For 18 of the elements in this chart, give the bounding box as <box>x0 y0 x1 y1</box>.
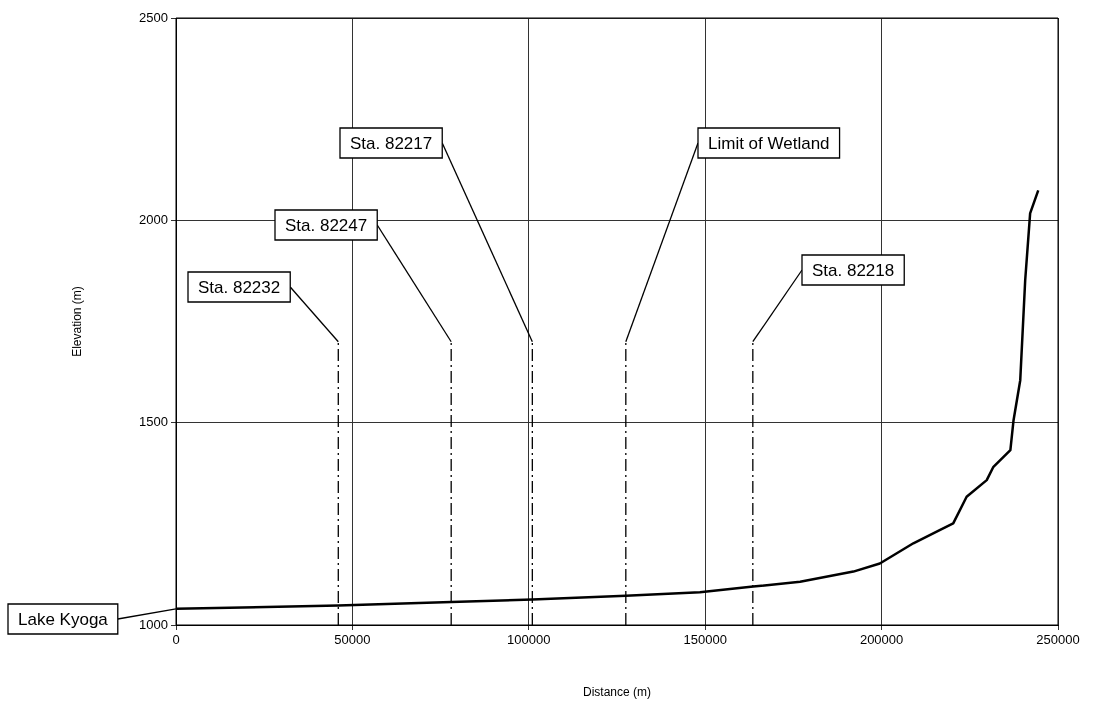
y-tick-label: 2500 <box>139 9 168 25</box>
x-axis-title: Distance (m) <box>582 685 652 700</box>
annotation: Sta. 82247 <box>285 215 368 235</box>
annotation: Lake Kyoga <box>18 609 109 629</box>
x-tick-label: 200000 <box>859 632 904 648</box>
x-tick-label: 0 <box>172 632 180 648</box>
y-tick-label: 1000 <box>139 616 168 632</box>
x-tick-label: 50000 <box>334 632 371 648</box>
x-tick-label: 250000 <box>1036 632 1080 648</box>
y-tick-label: 1500 <box>139 414 168 430</box>
annotation: Sta. 82218 <box>812 260 895 280</box>
y-tick-label: 2000 <box>139 211 168 227</box>
annotation: Sta. 82217 <box>350 133 433 153</box>
y-axis-title: Elevation (m) <box>69 286 84 357</box>
x-tick-label: 150000 <box>683 632 727 648</box>
x-tick-label: 100000 <box>507 632 551 648</box>
annotation: Sta. 82232 <box>198 277 281 297</box>
annotation: Limit of Wetland <box>708 133 830 153</box>
